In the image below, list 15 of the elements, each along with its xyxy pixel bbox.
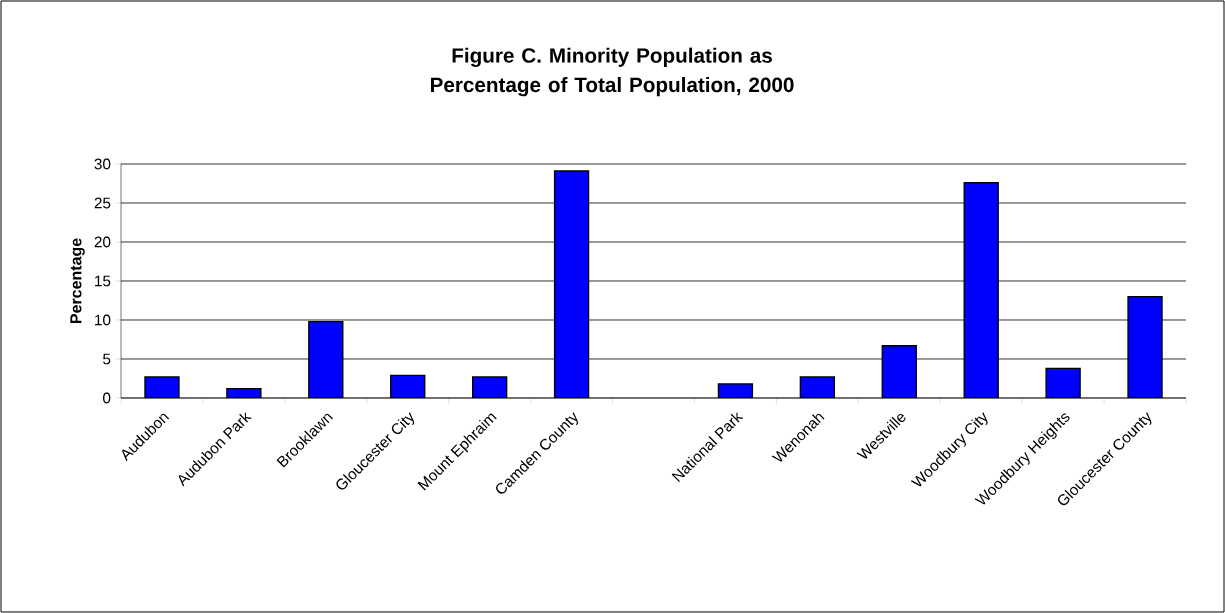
y-tick-label: 10 bbox=[95, 314, 111, 326]
y-axis-title: Percentage bbox=[70, 238, 85, 324]
y-tick-label: 5 bbox=[103, 353, 111, 365]
y-tick-label: 30 bbox=[94, 158, 111, 170]
y-tick-label: 15 bbox=[95, 275, 111, 287]
bar bbox=[963, 182, 999, 398]
bar bbox=[390, 374, 426, 398]
bar bbox=[881, 345, 917, 398]
bar bbox=[308, 320, 344, 398]
y-tick-label: 0 bbox=[103, 392, 111, 404]
y-tick-label: 25 bbox=[94, 197, 111, 209]
y-tick-label: 20 bbox=[94, 236, 111, 248]
chart-title: Figure C. Minority Population as Percentage of Total Population, 2000 bbox=[430, 47, 794, 97]
bar bbox=[1127, 295, 1163, 398]
bar bbox=[553, 170, 590, 398]
